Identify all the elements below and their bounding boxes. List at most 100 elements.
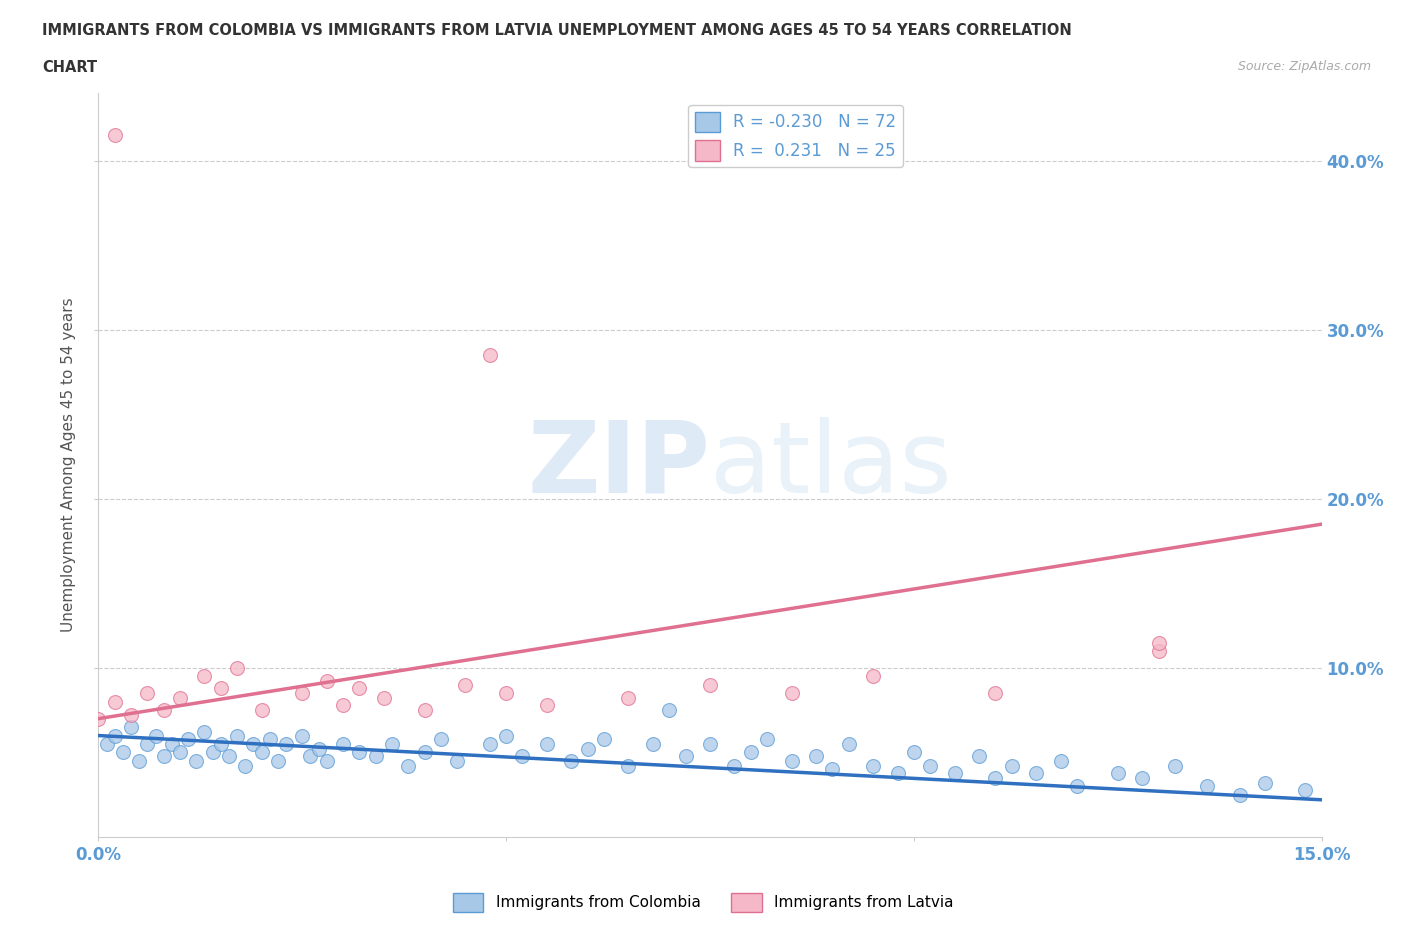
- Point: [104, 127, 127, 142]
- Point: [152, 749, 174, 764]
- Point: [593, 732, 616, 747]
- Point: [299, 749, 322, 764]
- Point: [641, 737, 664, 751]
- Point: [617, 759, 640, 774]
- Point: [396, 759, 419, 774]
- Point: [226, 728, 249, 743]
- Point: [136, 685, 159, 700]
- Point: [104, 728, 127, 743]
- Point: [291, 685, 314, 700]
- Point: [1253, 776, 1275, 790]
- Point: [413, 703, 436, 718]
- Point: [576, 741, 599, 756]
- Point: [699, 737, 721, 751]
- Point: [274, 737, 297, 751]
- Point: [1107, 765, 1129, 780]
- Point: [209, 681, 232, 696]
- Legend: R = -0.230   N = 72, R =  0.231   N = 25: R = -0.230 N = 72, R = 0.231 N = 25: [689, 105, 903, 167]
- Point: [675, 749, 697, 764]
- Point: [120, 720, 142, 735]
- Point: [1197, 778, 1219, 793]
- Point: [1049, 753, 1071, 768]
- Point: [1001, 759, 1024, 774]
- Point: [838, 737, 860, 751]
- Point: [349, 745, 371, 760]
- Point: [821, 762, 844, 777]
- Point: [315, 674, 337, 689]
- Point: [169, 745, 191, 760]
- Point: [617, 691, 640, 706]
- Point: [780, 753, 803, 768]
- Point: [512, 749, 534, 764]
- Point: [780, 685, 803, 700]
- Point: [658, 703, 681, 718]
- Point: [1147, 644, 1170, 658]
- Point: [315, 753, 337, 768]
- Point: [169, 691, 191, 706]
- Point: [1147, 635, 1170, 650]
- Point: [478, 737, 501, 751]
- Point: [259, 732, 281, 747]
- Point: [1294, 782, 1316, 797]
- Legend: Immigrants from Colombia, Immigrants from Latvia: Immigrants from Colombia, Immigrants fro…: [447, 887, 959, 918]
- Point: [495, 685, 517, 700]
- Point: [186, 753, 208, 768]
- Point: [984, 685, 1007, 700]
- Point: [209, 737, 232, 751]
- Point: [104, 695, 127, 710]
- Point: [373, 691, 395, 706]
- Point: [984, 770, 1007, 785]
- Point: [560, 753, 582, 768]
- Text: atlas: atlas: [710, 417, 952, 513]
- Point: [862, 669, 884, 684]
- Y-axis label: Unemployment Among Ages 45 to 54 years: Unemployment Among Ages 45 to 54 years: [60, 298, 76, 632]
- Point: [478, 348, 501, 363]
- Point: [193, 724, 215, 739]
- Point: [1066, 778, 1088, 793]
- Point: [128, 753, 150, 768]
- Point: [332, 698, 354, 712]
- Point: [111, 745, 134, 760]
- Point: [454, 677, 477, 692]
- Point: [1130, 770, 1153, 785]
- Point: [740, 745, 762, 760]
- Point: [381, 737, 404, 751]
- Text: ZIP: ZIP: [527, 417, 710, 513]
- Point: [136, 737, 159, 751]
- Point: [226, 660, 249, 675]
- Point: [1229, 788, 1251, 803]
- Text: Source: ZipAtlas.com: Source: ZipAtlas.com: [1237, 60, 1371, 73]
- Point: [177, 732, 200, 747]
- Point: [96, 737, 118, 751]
- Text: CHART: CHART: [42, 60, 97, 75]
- Point: [120, 708, 142, 723]
- Point: [903, 745, 925, 760]
- Point: [201, 745, 224, 760]
- Point: [536, 698, 558, 712]
- Point: [152, 703, 174, 718]
- Point: [218, 749, 240, 764]
- Point: [250, 703, 273, 718]
- Point: [413, 745, 436, 760]
- Point: [886, 765, 908, 780]
- Point: [242, 737, 264, 751]
- Point: [430, 732, 453, 747]
- Point: [967, 749, 990, 764]
- Point: [193, 669, 215, 684]
- Point: [160, 737, 183, 751]
- Point: [364, 749, 387, 764]
- Point: [699, 677, 721, 692]
- Point: [495, 728, 517, 743]
- Point: [291, 728, 314, 743]
- Point: [233, 759, 256, 774]
- Point: [1025, 765, 1047, 780]
- Point: [446, 753, 468, 768]
- Point: [756, 732, 779, 747]
- Point: [87, 711, 110, 726]
- Point: [349, 681, 371, 696]
- Point: [145, 728, 167, 743]
- Point: [1164, 759, 1187, 774]
- Point: [920, 759, 942, 774]
- Point: [332, 737, 354, 751]
- Point: [804, 749, 827, 764]
